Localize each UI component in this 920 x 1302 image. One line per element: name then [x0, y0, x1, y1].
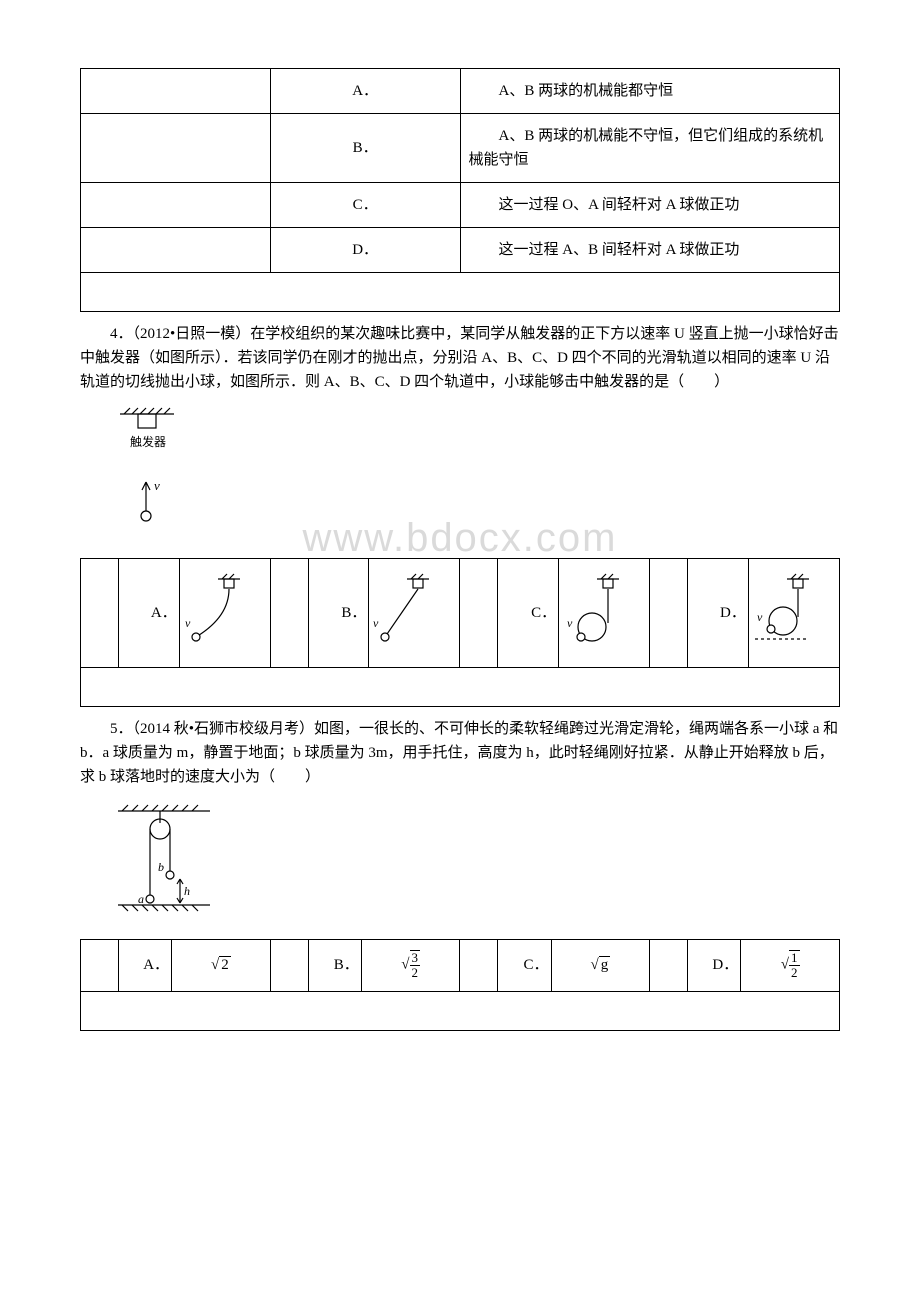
label-h: h: [184, 884, 190, 898]
option-text: A、B 两球的机械能都守恒: [460, 69, 840, 114]
option-letter: C．: [498, 940, 551, 992]
q4-figure-trigger: 触发器 v: [110, 404, 200, 532]
table-row: A． √2 B． √32 C． √g D． √12: [81, 940, 840, 992]
option-figure-b: v: [369, 559, 460, 668]
option-letter: B．: [308, 940, 361, 992]
table-row: D． 这一过程 A、B 间轻杆对 A 球做正功: [81, 228, 840, 273]
option-letter: D．: [688, 559, 749, 668]
q5-stem: 5．（2014 秋•石狮市校级月考）如图，一很长的、不可伸长的柔软轻绳跨过光滑定…: [80, 717, 840, 789]
option-letter: C．: [498, 559, 559, 668]
option-letter: A．: [118, 940, 171, 992]
table-row: C． 这一过程 O、A 间轻杆对 A 球做正功: [81, 183, 840, 228]
svg-text:v: v: [757, 610, 763, 624]
option-text: 这一过程 A、B 间轻杆对 A 球做正功: [460, 228, 840, 273]
table-row: A． A、B 两球的机械能都守恒: [81, 69, 840, 114]
label-a: a: [138, 892, 144, 906]
q4-stem: 4．（2012•日照一模）在学校组织的某次趣味比赛中，某同学从触发器的正下方以速…: [80, 322, 840, 394]
q4-options-table: A． v B．: [80, 558, 840, 707]
table-row: [81, 273, 840, 312]
svg-text:v: v: [373, 616, 379, 630]
option-letter: A．: [270, 69, 460, 114]
option-expr: √g: [551, 940, 650, 992]
option-letter: B．: [308, 559, 369, 668]
option-text: A、B 两球的机械能不守恒，但它们组成的系统机械能守恒: [460, 114, 840, 183]
table-row: [81, 991, 840, 1030]
table-row: [81, 668, 840, 707]
option-expr: √2: [172, 940, 271, 992]
table-row: A． v B．: [81, 559, 840, 668]
option-expr: √12: [741, 940, 840, 992]
svg-text:v: v: [185, 616, 191, 630]
q5-figure: a b h: [110, 799, 220, 927]
svg-text:v: v: [567, 616, 573, 630]
option-letter: B．: [270, 114, 460, 183]
trigger-label: 触发器: [130, 434, 166, 449]
table-row: B． A、B 两球的机械能不守恒，但它们组成的系统机械能守恒: [81, 114, 840, 183]
option-letter: D．: [688, 940, 741, 992]
option-figure-d: v: [748, 559, 839, 668]
option-figure-c: v: [559, 559, 650, 668]
label-b: b: [158, 860, 164, 874]
option-letter: D．: [270, 228, 460, 273]
option-text: 这一过程 O、A 间轻杆对 A 球做正功: [460, 183, 840, 228]
option-figure-a: v: [179, 559, 270, 668]
v-label: v: [154, 478, 160, 493]
option-expr: √32: [361, 940, 460, 992]
option-letter: C．: [270, 183, 460, 228]
q3-options-table: A． A、B 两球的机械能都守恒 B． A、B 两球的机械能不守恒，但它们组成的…: [80, 68, 840, 312]
q5-options-table: A． √2 B． √32 C． √g D． √12: [80, 939, 840, 1031]
option-letter: A．: [118, 559, 179, 668]
